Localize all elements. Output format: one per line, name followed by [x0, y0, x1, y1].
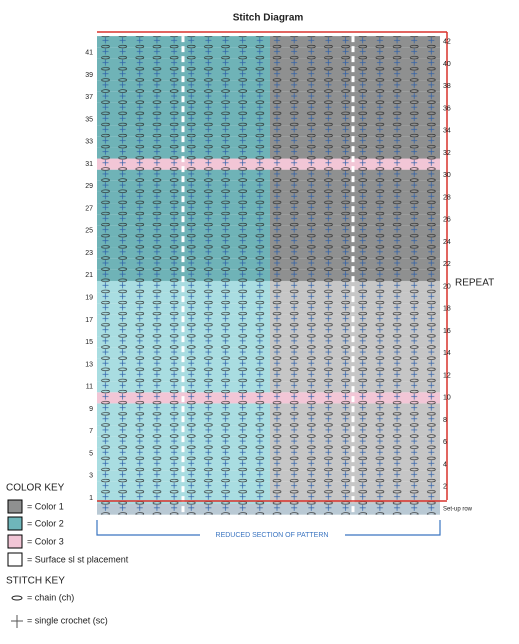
row-number: 33 [85, 139, 93, 146]
row-number: 29 [85, 183, 93, 190]
key-title: STITCH KEY [6, 576, 65, 587]
row-number: 36 [443, 105, 451, 112]
key-item: = Color 3 [27, 536, 64, 546]
stitch-key: STITCH KEY = chain (ch) = single crochet… [6, 576, 108, 628]
row-number: 35 [85, 116, 93, 123]
row-number: 12 [443, 372, 451, 379]
row-number: 23 [85, 250, 93, 257]
row-number: 25 [85, 228, 93, 235]
row-number: 18 [443, 306, 451, 313]
row-number: 7 [89, 428, 93, 435]
title: Stitch Diagram [233, 13, 304, 24]
setup-label: Set-up row [443, 507, 473, 513]
section-bracket [96, 520, 441, 536]
row-number: 37 [85, 94, 93, 101]
repeat-label: REPEAT [455, 278, 494, 289]
stitches [97, 36, 440, 515]
row-number: 40 [443, 61, 451, 68]
row-number: 17 [85, 317, 93, 324]
row-number: 21 [85, 272, 93, 279]
row-number: 10 [443, 395, 451, 402]
row-number: 6 [443, 439, 447, 446]
row-number: 1 [89, 495, 93, 502]
row-number: 42 [443, 39, 451, 46]
row-number: 4 [443, 461, 447, 468]
repeat-bracket [97, 31, 448, 502]
row-number: 30 [443, 172, 451, 179]
row-number: 28 [443, 194, 451, 201]
key-item: = Surface sl st placement [27, 554, 129, 564]
grid [97, 36, 440, 515]
row-number: 32 [443, 150, 451, 157]
row-number: 41 [85, 50, 93, 57]
row-number: 26 [443, 217, 451, 224]
row-number: 24 [443, 239, 451, 246]
row-number: 11 [86, 384, 93, 391]
row-number: 20 [443, 283, 451, 290]
row-number: 13 [85, 361, 93, 368]
key-item: = chain (ch) [27, 592, 74, 602]
key-item: = Color 2 [27, 518, 64, 528]
row-number: 2 [443, 484, 447, 491]
key-title: COLOR KEY [6, 483, 65, 494]
row-number: 34 [443, 128, 451, 135]
key-item: = single crochet (sc) [27, 615, 108, 625]
section-label: REDUCED SECTION OF PATTERN [216, 532, 329, 539]
row-number: 5 [89, 450, 93, 457]
row-number: 38 [443, 83, 451, 90]
row-number: 39 [85, 72, 93, 79]
row-number: 31 [85, 161, 93, 168]
row-number: 16 [443, 328, 451, 335]
row-number: 3 [89, 473, 93, 480]
row-number: 9 [89, 406, 93, 413]
row-number: 14 [443, 350, 451, 357]
row-number: 22 [443, 261, 451, 268]
row-number: 19 [85, 295, 93, 302]
key-item: = Color 1 [27, 501, 64, 511]
color-key: COLOR KEY = Color 1 = Color 2 = Color 3 … [6, 483, 129, 567]
row-number: 15 [85, 339, 93, 346]
row-number: 27 [85, 205, 93, 212]
row-number: 8 [443, 417, 447, 424]
